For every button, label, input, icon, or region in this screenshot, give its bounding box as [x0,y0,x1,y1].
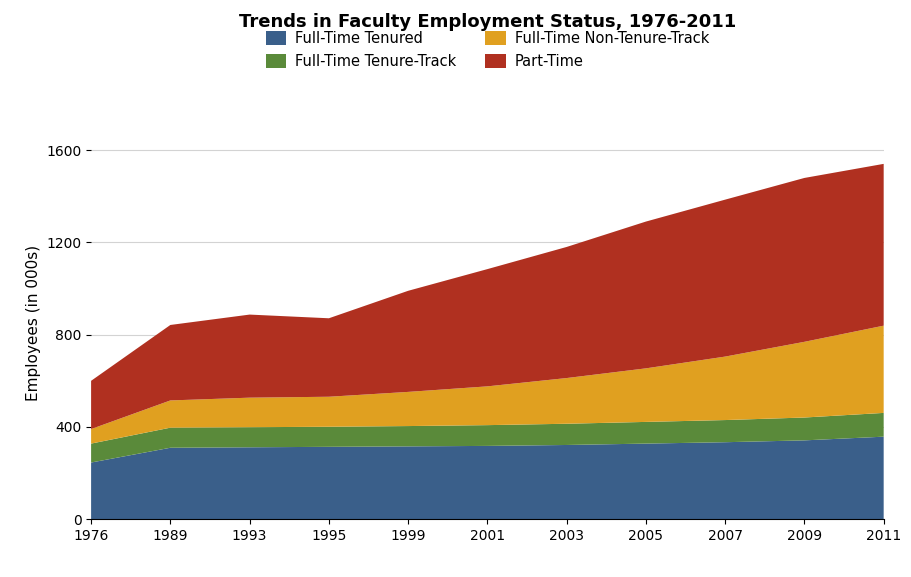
Title: Trends in Faculty Employment Status, 1976-2011: Trends in Faculty Employment Status, 197… [239,13,736,31]
Y-axis label: Employees (in 000s): Employees (in 000s) [26,245,41,401]
Legend: Full-Time Tenured, Full-Time Tenure-Track, Full-Time Non-Tenure-Track, Part-Time: Full-Time Tenured, Full-Time Tenure-Trac… [266,31,709,69]
